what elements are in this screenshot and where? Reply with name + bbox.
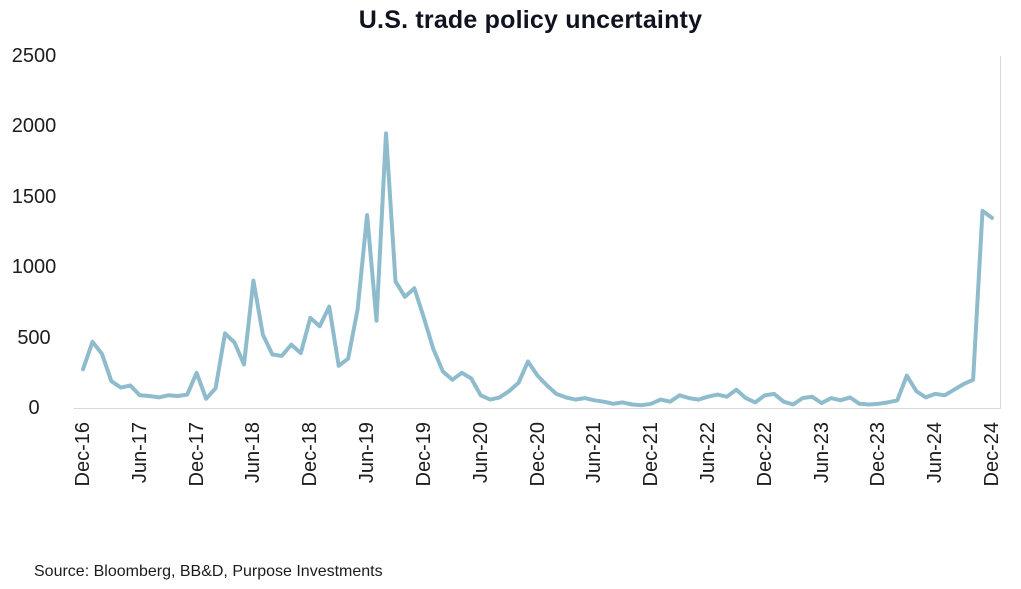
- right-axis-line: [1000, 56, 1001, 408]
- x-tick-label: Jun-21: [583, 422, 606, 484]
- chart-title: U.S. trade policy uncertainty: [358, 6, 703, 34]
- x-tick-label: Dec-17: [185, 422, 208, 487]
- y-tick-label: 500: [17, 326, 51, 349]
- y-tick-label: 1500: [11, 185, 57, 208]
- y-axis: 0 500 1000 1500 2000 2500: [0, 0, 68, 540]
- y-tick-label: 2000: [11, 115, 57, 138]
- source-note: Source: Bloomberg, BB&D, Purpose Investm…: [34, 563, 383, 580]
- x-tick-label: Jun-23: [810, 422, 833, 484]
- x-tick-label: Dec-22: [753, 422, 776, 487]
- x-tick-label: Jun-18: [242, 422, 265, 484]
- x-tick-label: Jun-24: [924, 422, 947, 484]
- series-line: [81, 131, 994, 408]
- x-tick-label: Jun-19: [356, 422, 379, 484]
- x-tick-label: Dec-21: [640, 422, 663, 487]
- x-tick-label: Dec-18: [299, 422, 322, 487]
- line-chart: [81, 131, 994, 408]
- x-tick-label: Jun-17: [128, 422, 151, 484]
- x-tick-label: Dec-16: [72, 422, 94, 487]
- x-tick-label: Jun-20: [469, 422, 492, 484]
- x-tick-label: Dec-24: [981, 422, 1003, 487]
- y-tick-label: 1000: [11, 256, 57, 279]
- x-tick-label: Jun-22: [696, 422, 719, 484]
- y-tick-label: 0: [28, 397, 40, 419]
- x-axis-line: [74, 408, 1001, 409]
- x-tick-label: Dec-23: [867, 422, 890, 487]
- y-tick-label: 2500: [11, 45, 57, 67]
- x-tick-label: Dec-20: [526, 422, 549, 487]
- x-tick-label: Dec-19: [412, 422, 435, 487]
